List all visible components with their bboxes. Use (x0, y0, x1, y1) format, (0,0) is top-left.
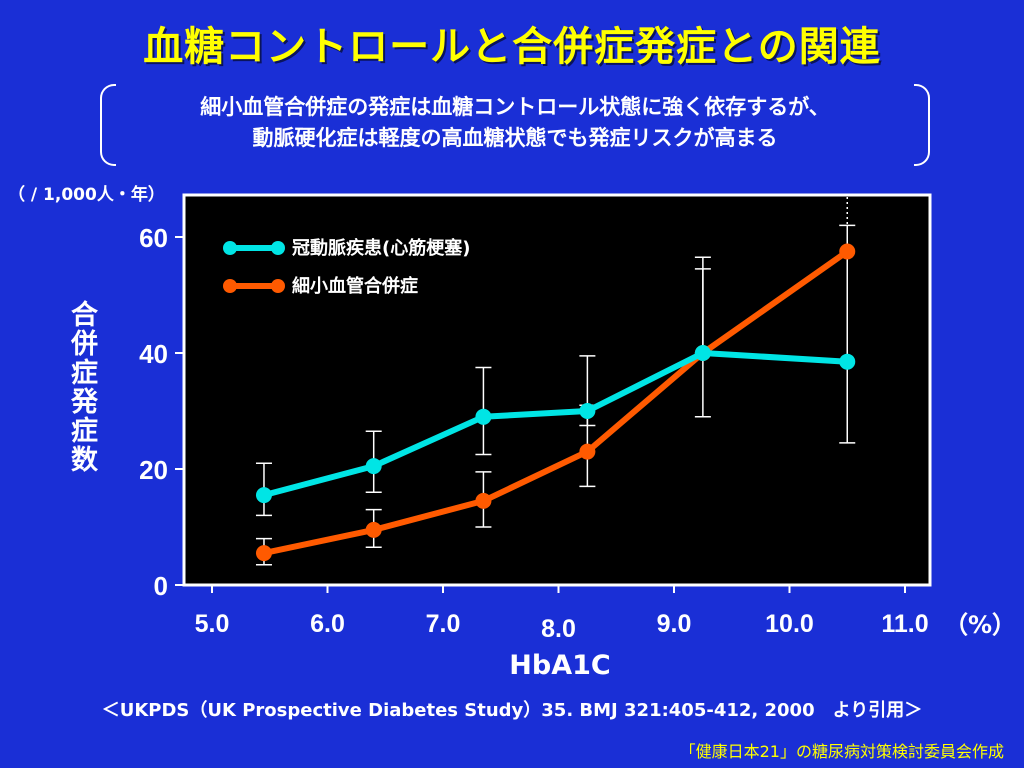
x-tick-label: 7.0 (426, 610, 461, 638)
series-layer (255, 197, 856, 566)
data-point (579, 443, 596, 460)
legend-label: 冠動脈疾患(心筋梗塞) (292, 237, 470, 259)
axes: 5.0 6.0 7.0 8.0 9.0 10.0 11.0 0 20 40 60 (139, 223, 929, 643)
y-tick-label: 40 (139, 339, 168, 369)
summary-text: 細小血管合併症の発症は血糖コントロール状態に強く依存するが、 動脈硬化症は軽度の… (120, 92, 910, 154)
data-point (694, 345, 711, 361)
x-tick-label: 8.0 (541, 615, 576, 643)
x-tick-label: 10.0 (765, 610, 814, 638)
y-tick-label: 20 (139, 455, 168, 485)
data-point (255, 545, 272, 562)
legend-marker (271, 279, 285, 293)
x-tick-label: 5.0 (195, 610, 230, 638)
legend-marker (223, 241, 237, 255)
left-bracket (100, 84, 116, 166)
x-tick-label: 11.0 (881, 610, 928, 638)
data-point (255, 487, 272, 504)
slide-title: 血糖コントロールと合併症発症との関連 (143, 24, 881, 70)
data-point (839, 243, 856, 260)
y-unit-label: （ / 1,000人・年） (8, 185, 165, 205)
summary-line-1: 細小血管合併症の発症は血糖コントロール状態に強く依存するが、 (200, 95, 830, 119)
y-tick-label: 60 (139, 223, 168, 253)
plot-area (182, 193, 932, 587)
x-tick-label: 6.0 (310, 610, 345, 638)
data-point (365, 458, 382, 475)
summary-line-2: 動脈硬化症は軽度の高血糖状態でも発症リスクが高まる (252, 126, 778, 150)
x-axis-label: HbA1C (509, 650, 611, 681)
series-line-0 (263, 350, 848, 499)
y-tick-label: 0 (154, 571, 168, 601)
series-line-1 (263, 249, 849, 557)
citation: ＜UKPDS（UK Prospective Diabetes Study）35.… (101, 700, 923, 721)
legend-marker (223, 279, 237, 293)
data-point (475, 492, 492, 509)
legend: 冠動脈疾患(心筋梗塞) 細小血管合併症 (223, 237, 470, 297)
data-point (365, 521, 382, 538)
x-unit-label: （%） (944, 611, 1017, 639)
data-point (475, 408, 492, 425)
credit: 「健康日本21」の糖尿病対策検討委員会作成 (679, 742, 1004, 761)
data-point (839, 353, 856, 370)
x-tick-label: 9.0 (657, 610, 692, 638)
legend-marker (271, 241, 285, 255)
summary-box: 細小血管合併症の発症は血糖コントロール状態に強く依存するが、 動脈硬化症は軽度の… (100, 84, 930, 166)
y-axis-label: 合併症発症数 (66, 300, 97, 474)
data-point (579, 403, 596, 419)
legend-label: 細小血管合併症 (292, 275, 418, 297)
